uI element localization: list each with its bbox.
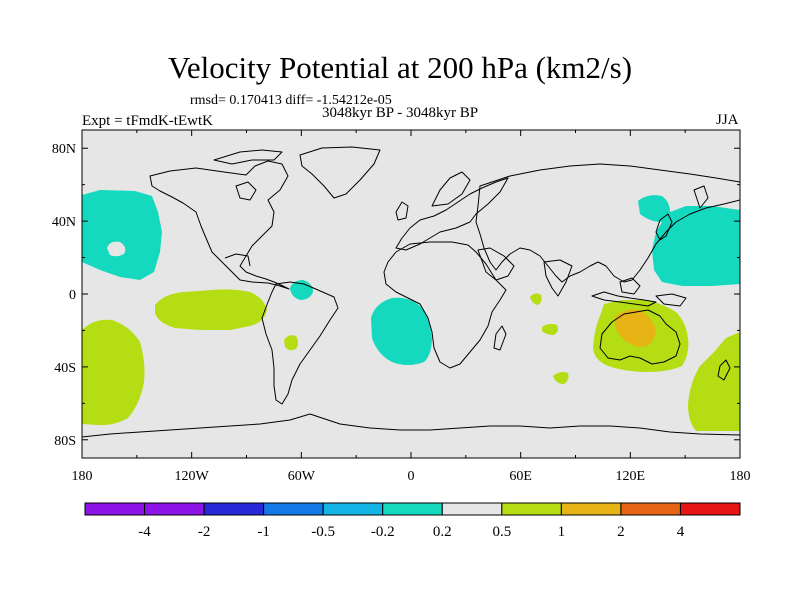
colorbar-label: -2 <box>198 524 211 540</box>
arabia <box>477 247 515 281</box>
indian-ocean-positive-3 <box>553 372 569 384</box>
japan <box>655 213 673 241</box>
y-tick-label: 80S <box>54 434 76 449</box>
experiment-label: Expt = tFmdK-tEwtK <box>82 113 213 129</box>
colorbar-label: -4 <box>138 524 151 540</box>
colorbar-box <box>144 502 205 516</box>
asia-coast <box>475 163 740 283</box>
south-america-coast <box>261 281 339 405</box>
colorbar-box <box>620 502 681 516</box>
scandinavia <box>431 171 471 207</box>
north-america-coast <box>149 160 290 290</box>
colorbar-box <box>84 502 146 516</box>
x-tick-label: 0 <box>408 469 415 484</box>
new-zealand <box>717 359 731 381</box>
colorbar-box <box>501 502 562 516</box>
kamchatka <box>693 185 709 209</box>
hudson-bay <box>235 181 257 201</box>
antarctica-coast <box>82 413 740 438</box>
arctic-islands <box>213 149 283 165</box>
south-pacific-positive <box>82 319 145 426</box>
colorbar-box <box>560 502 622 516</box>
colorbar-label: 0.2 <box>433 524 452 540</box>
gulf-of-mexico <box>224 253 251 267</box>
madagascar <box>493 325 507 351</box>
x-tick-label: 60E <box>509 469 532 484</box>
india <box>543 259 573 297</box>
y-tick-label: 40S <box>54 361 76 376</box>
africa-coast <box>383 241 507 369</box>
season-label: JJA <box>716 112 739 128</box>
y-tick-label: 0 <box>69 288 76 303</box>
x-tick-label: 60W <box>288 469 316 484</box>
chart-title: Velocity Potential at 200 hPa (km2/s) <box>167 50 633 85</box>
colorbar-label: 4 <box>677 524 685 540</box>
period-label: 3048kyr BP - 3048kyr BP <box>322 105 479 121</box>
colorbar-box <box>322 502 384 516</box>
colorbar-label: 2 <box>617 524 625 540</box>
colorbar-box <box>382 502 443 516</box>
stats-text: rmsd= 0.170413 diff= -1.54212e-05 <box>190 93 392 108</box>
indonesia <box>591 291 657 307</box>
new-guinea <box>655 293 687 307</box>
colorbar-label: -0.2 <box>371 524 395 540</box>
south-america-positive <box>284 335 298 351</box>
australia-core <box>614 309 656 347</box>
colorbar-label: 1 <box>558 524 566 540</box>
x-tick-label: 180 <box>730 469 751 484</box>
colorbar-box <box>679 502 741 516</box>
colorbar-box <box>263 502 324 516</box>
indian-ocean-positive-1 <box>542 323 558 335</box>
colorbar-label: -0.5 <box>311 524 335 540</box>
british-isles <box>395 201 409 221</box>
x-tick-label: 180 <box>72 469 93 484</box>
greenland <box>299 146 381 199</box>
y-tick-label: 80N <box>52 142 76 157</box>
borneo <box>619 277 641 295</box>
southwest-pacific-positive <box>688 332 740 431</box>
y-tick-label: 40N <box>52 215 76 230</box>
colorbar-label: -1 <box>257 524 270 540</box>
colorbar-box <box>203 502 265 516</box>
europe-coast <box>395 177 509 251</box>
east-pacific-positive <box>155 289 267 330</box>
x-tick-label: 120W <box>175 469 210 484</box>
australia-coast <box>599 309 681 365</box>
coastlines <box>82 146 740 438</box>
colorbar-label: 0.5 <box>492 524 511 540</box>
north-pacific-hole <box>107 241 126 257</box>
indian-ocean-positive-2 <box>530 293 542 305</box>
south-atlantic-negative <box>371 297 432 365</box>
colorbar-box <box>441 502 503 516</box>
x-tick-label: 120E <box>616 469 646 484</box>
north-pacific-negative <box>82 190 162 280</box>
